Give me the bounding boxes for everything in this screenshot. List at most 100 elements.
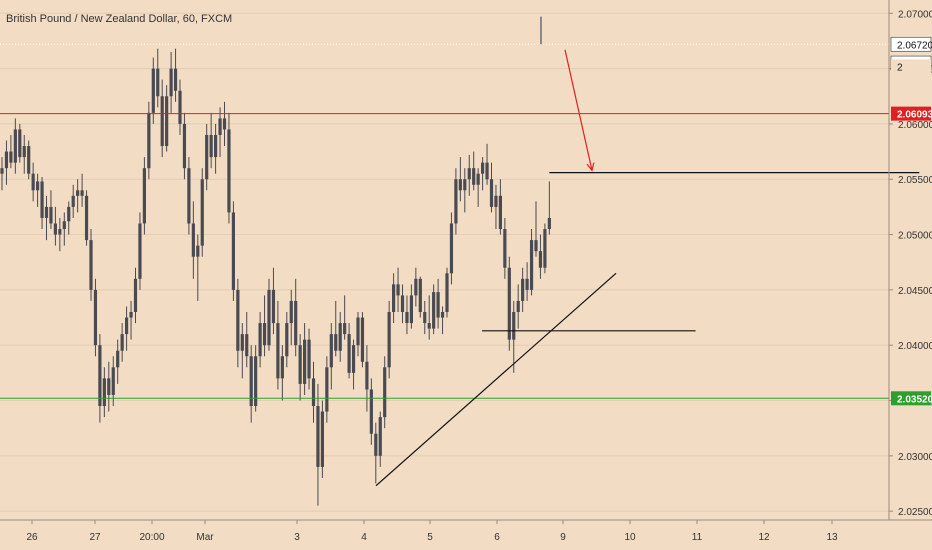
candle-body bbox=[240, 334, 244, 351]
candle-body bbox=[409, 295, 413, 324]
time-axis[interactable]: 26 27 20:00 Mar 3 4 5 6 9 10 11 12 13 bbox=[26, 520, 838, 543]
candle bbox=[512, 300, 516, 373]
candle bbox=[338, 312, 342, 362]
candle-body bbox=[116, 350, 120, 368]
candle-body bbox=[463, 179, 467, 191]
candle-body bbox=[534, 240, 538, 252]
candle-body bbox=[236, 289, 240, 351]
candle-body bbox=[49, 206, 53, 224]
candle-body bbox=[44, 206, 49, 218]
candle-body bbox=[396, 284, 400, 296]
y-tick-label: 2.04500 bbox=[898, 286, 932, 297]
candle-body bbox=[360, 317, 365, 362]
candle-body bbox=[80, 190, 84, 196]
candle-body bbox=[93, 289, 98, 346]
candle-body bbox=[458, 179, 462, 191]
candle bbox=[347, 323, 351, 379]
candle bbox=[494, 184, 498, 230]
candle bbox=[503, 217, 507, 279]
candle bbox=[84, 190, 89, 246]
candle-body bbox=[89, 240, 93, 290]
candle-body bbox=[0, 168, 4, 174]
candle bbox=[218, 107, 222, 158]
price-label-bg bbox=[891, 391, 931, 406]
candle bbox=[98, 334, 102, 423]
candle bbox=[254, 345, 258, 412]
price-label-bg bbox=[891, 106, 931, 121]
candle-body bbox=[512, 312, 516, 340]
candle bbox=[89, 229, 93, 301]
candle-body bbox=[547, 217, 551, 230]
x-tick-label: 5 bbox=[427, 532, 433, 543]
candle-body bbox=[156, 68, 160, 97]
candle bbox=[521, 267, 525, 312]
candle-body bbox=[440, 312, 445, 318]
x-tick-label: Mar bbox=[196, 532, 214, 543]
candle bbox=[534, 201, 538, 257]
candle-body bbox=[365, 361, 369, 390]
candle bbox=[400, 284, 405, 324]
candles bbox=[0, 48, 551, 506]
candle-body bbox=[503, 229, 507, 268]
candle-body bbox=[133, 278, 138, 312]
x-tick-label: 10 bbox=[624, 532, 636, 543]
candle bbox=[507, 256, 511, 351]
price-label-bg bbox=[891, 59, 931, 74]
candle-body bbox=[507, 267, 511, 340]
x-tick-label: 3 bbox=[294, 532, 300, 543]
candle bbox=[356, 312, 360, 357]
candle-body bbox=[383, 367, 387, 418]
candle bbox=[303, 323, 307, 395]
candle bbox=[13, 118, 17, 174]
candle-body bbox=[129, 312, 133, 318]
trendline[interactable] bbox=[375, 272, 617, 487]
candle bbox=[165, 85, 169, 152]
candle bbox=[67, 201, 71, 235]
candle bbox=[116, 339, 120, 384]
candle-body bbox=[351, 345, 356, 373]
candle-body bbox=[67, 206, 71, 222]
candle bbox=[414, 267, 418, 307]
candle bbox=[125, 306, 129, 351]
price-axis[interactable]: 2.070002.065002.060002.055002.050002.045… bbox=[889, 9, 932, 518]
candle-body bbox=[76, 190, 80, 196]
arrow-head-icon bbox=[586, 162, 595, 172]
candle bbox=[227, 112, 231, 224]
candle bbox=[485, 143, 489, 185]
candle bbox=[9, 134, 13, 169]
candle-body bbox=[27, 146, 31, 174]
candle-body bbox=[436, 292, 440, 318]
y-tick-label: 2.06000 bbox=[898, 120, 932, 131]
candle-body bbox=[151, 68, 155, 113]
candle bbox=[22, 134, 26, 174]
candle bbox=[44, 195, 49, 241]
arrow-shaft[interactable] bbox=[564, 49, 593, 171]
candle bbox=[329, 323, 333, 390]
candle bbox=[111, 356, 115, 407]
x-tick-label: 12 bbox=[758, 532, 770, 543]
candle bbox=[133, 267, 138, 324]
candle-body bbox=[138, 223, 142, 279]
candle bbox=[71, 184, 75, 218]
candle bbox=[298, 334, 302, 401]
candle-body bbox=[4, 151, 9, 169]
candle bbox=[151, 57, 155, 124]
candle bbox=[80, 173, 84, 207]
candle bbox=[325, 356, 329, 423]
candle-body bbox=[173, 68, 178, 91]
candle-body bbox=[249, 356, 253, 407]
candle-body bbox=[303, 339, 307, 384]
candle-body bbox=[84, 195, 89, 241]
x-tick-label: 27 bbox=[89, 532, 101, 543]
candle-body bbox=[414, 278, 418, 296]
candle-body bbox=[191, 223, 195, 257]
y-tick-label: 2.07000 bbox=[898, 9, 932, 20]
candle bbox=[360, 312, 365, 368]
price-label-boxed: 2.06720 bbox=[890, 36, 932, 52]
candle bbox=[276, 300, 280, 390]
candle bbox=[196, 234, 200, 301]
candle-body bbox=[254, 356, 258, 407]
candle bbox=[307, 328, 311, 390]
candle-body bbox=[467, 168, 471, 180]
candle-body bbox=[289, 300, 293, 324]
